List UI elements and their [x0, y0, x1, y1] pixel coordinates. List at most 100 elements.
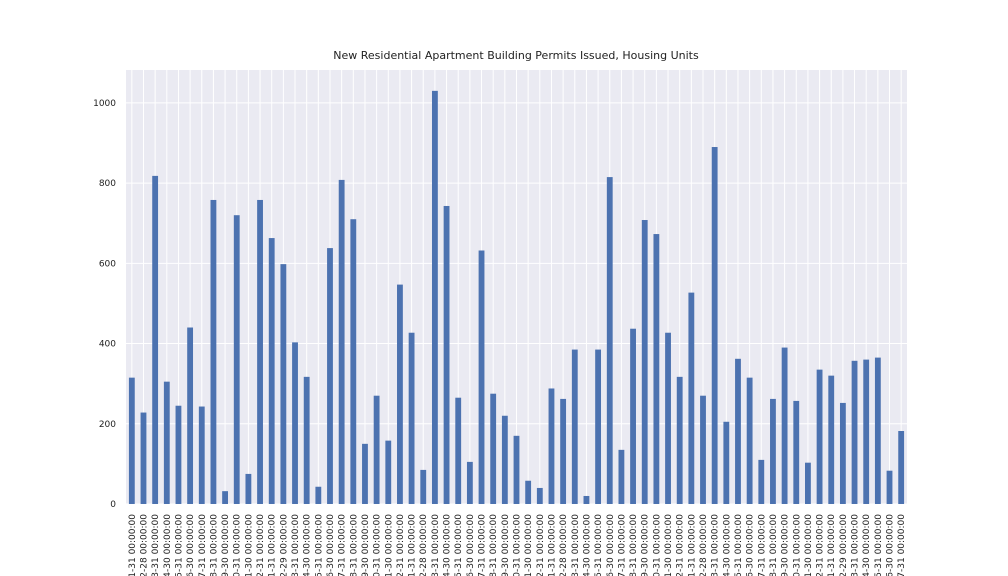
x-tick-label: 1-31 00:00:00 [547, 514, 557, 576]
chart-title: New Residential Apartment Building Permi… [333, 49, 699, 62]
bar [198, 406, 205, 504]
x-tick-label: 9-30 00:00:00 [501, 514, 511, 576]
bar [128, 377, 135, 504]
x-tick-label: 9-30 00:00:00 [641, 514, 651, 576]
bar [793, 400, 800, 504]
x-tick-label: 0-31 00:00:00 [233, 514, 243, 576]
x-tick-label: 1-31 00:00:00 [408, 514, 418, 576]
x-tick-label: 3-31 00:00:00 [711, 514, 721, 576]
x-tick-label: 8-31 00:00:00 [629, 514, 639, 576]
bar [513, 435, 520, 504]
bar [700, 395, 706, 504]
bar [490, 393, 497, 504]
x-tick-label: 2-28 00:00:00 [139, 514, 149, 576]
bar [828, 375, 835, 504]
bar [245, 473, 252, 504]
x-tick-label: 8-31 00:00:00 [489, 514, 499, 576]
x-tick-label: 7-31 00:00:00 [757, 514, 767, 576]
x-tick-label: 3-31 00:00:00 [431, 514, 441, 576]
x-tick-label: 7-31 00:00:00 [617, 514, 627, 576]
bar [408, 332, 415, 504]
bar [653, 234, 660, 505]
bar [548, 388, 555, 504]
bar [327, 248, 333, 504]
x-tick-label: 2-29 00:00:00 [279, 514, 289, 576]
x-tick-label: 0-31 00:00:00 [373, 514, 383, 576]
x-tick-label: 1-30 00:00:00 [244, 514, 254, 576]
bar [723, 421, 730, 504]
x-tick-label: 1-31 00:00:00 [827, 514, 837, 576]
bar [385, 440, 392, 504]
bar [257, 199, 263, 504]
x-tick-label: 1-31 00:00:00 [268, 514, 278, 576]
x-tick-label: 8-31 00:00:00 [349, 514, 359, 576]
bar [583, 495, 590, 504]
x-tick-label: 5-31 00:00:00 [874, 514, 884, 576]
bar [781, 347, 788, 504]
bar [886, 470, 893, 504]
x-tick-label: 2-31 00:00:00 [816, 514, 826, 576]
x-tick-label: 2-28 00:00:00 [419, 514, 429, 576]
bar [152, 175, 159, 504]
x-tick-label: 7-31 00:00:00 [338, 514, 348, 576]
bar [163, 381, 170, 504]
x-tick-label: 8-31 00:00:00 [769, 514, 779, 576]
bar [560, 398, 567, 504]
bar [443, 205, 450, 505]
x-tick-label: 2-31 00:00:00 [396, 514, 406, 576]
bar [292, 342, 298, 504]
bar [455, 397, 462, 504]
x-tick-label: 2-29 00:00:00 [839, 514, 849, 576]
bar [140, 412, 147, 504]
x-tick-label: 0-31 00:00:00 [652, 514, 662, 576]
bar [210, 199, 217, 504]
x-tick-label: 4-30 00:00:00 [163, 514, 173, 576]
y-tick-label: 800 [99, 179, 116, 189]
bar [688, 292, 695, 504]
bar [187, 327, 194, 504]
bar [397, 284, 403, 504]
x-tick-label: 4-30 00:00:00 [303, 514, 313, 576]
x-tick-label: 3-31 00:00:00 [291, 514, 301, 576]
x-tick-label: 6-30 00:00:00 [606, 514, 616, 576]
x-tick-label: 1-30 00:00:00 [524, 514, 534, 576]
x-tick-label: 7-31 00:00:00 [478, 514, 488, 576]
bar [420, 469, 427, 504]
x-tick-label: 0-31 00:00:00 [792, 514, 802, 576]
x-tick-label: 9-30 00:00:00 [361, 514, 371, 576]
y-tick-label: 600 [99, 259, 116, 269]
x-tick-label: 4-30 00:00:00 [722, 514, 732, 576]
x-tick-label: 3-31 00:00:00 [571, 514, 581, 576]
bar [770, 398, 776, 504]
bar [851, 360, 858, 504]
x-tick-label: 5-31 00:00:00 [454, 514, 464, 576]
x-tick-label: 1-30 00:00:00 [664, 514, 674, 576]
bar [863, 359, 870, 504]
bar [630, 328, 636, 504]
x-tick-label: 8-31 00:00:00 [209, 514, 219, 576]
x-tick-label: 7-31 00:00:00 [897, 514, 907, 576]
y-tick-label: 0 [110, 500, 116, 510]
y-tick-label: 1000 [93, 99, 116, 109]
bar [431, 90, 438, 505]
x-tick-label: 5-31 00:00:00 [314, 514, 324, 576]
x-tick-label: 7-31 00:00:00 [198, 514, 208, 576]
bar [805, 462, 811, 504]
x-tick-label: 1-30 00:00:00 [804, 514, 814, 576]
x-tick-label: 6-30 00:00:00 [746, 514, 756, 576]
bar [525, 480, 532, 504]
x-tick-label: 5-31 00:00:00 [174, 514, 184, 576]
x-tick-label: 5-31 00:00:00 [734, 514, 744, 576]
bar [606, 177, 613, 504]
bar [571, 349, 578, 504]
bar [466, 461, 473, 504]
bar [676, 376, 683, 504]
x-tick-label: 3-31 00:00:00 [151, 514, 161, 576]
y-tick-label: 200 [99, 420, 116, 430]
bar [222, 491, 228, 504]
x-tick-label: 1-31 00:00:00 [687, 514, 697, 576]
x-tick-label: 2-31 00:00:00 [536, 514, 546, 576]
x-tick-label: 9-30 00:00:00 [781, 514, 791, 576]
bar [536, 487, 543, 504]
